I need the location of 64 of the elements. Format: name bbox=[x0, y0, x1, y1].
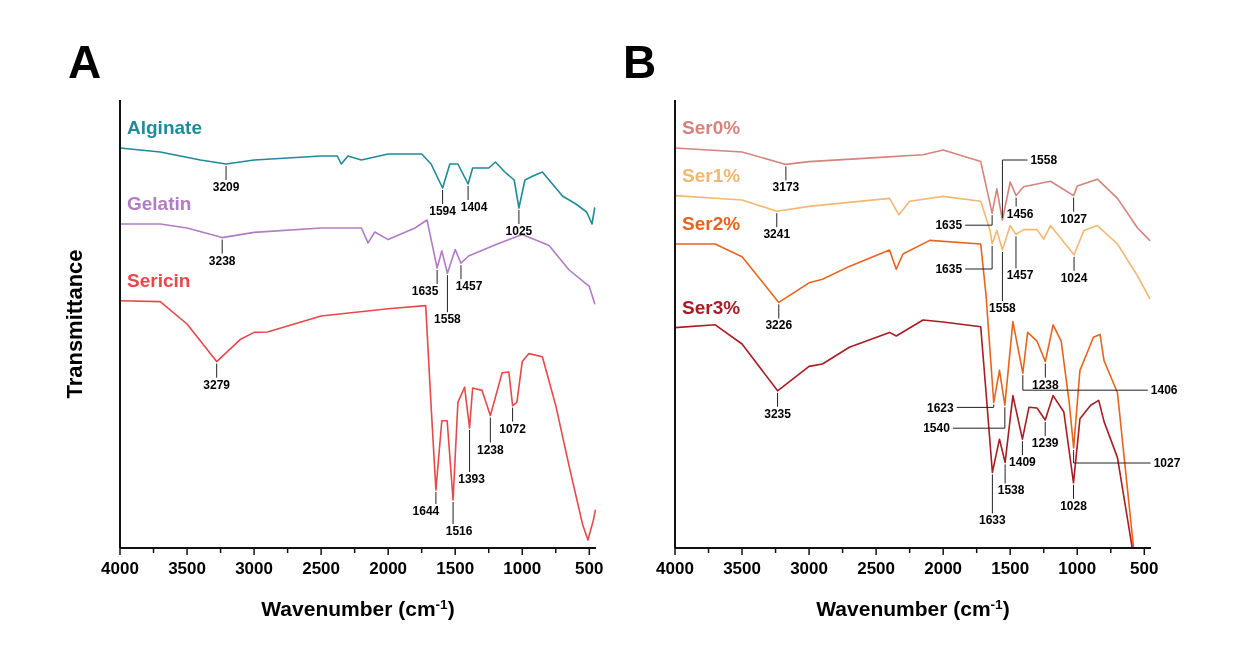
x-tick-label: 1000 bbox=[503, 559, 542, 578]
x-tick-label: 3500 bbox=[723, 559, 761, 578]
annotation: 1025 bbox=[505, 224, 533, 238]
annotation: 1072 bbox=[499, 421, 527, 436]
annotation: 1516 bbox=[445, 524, 473, 538]
x-tick-label: 4000 bbox=[656, 559, 694, 578]
annotation: 1558 bbox=[1030, 153, 1058, 168]
x-tick-label: 1000 bbox=[1058, 559, 1097, 578]
annotation: 3226 bbox=[765, 318, 793, 333]
x-axis-title: Wavenumber (cm$^{-1}$) bbox=[816, 596, 1010, 620]
annotation: 1404 bbox=[460, 200, 488, 214]
annotation: 3238 bbox=[208, 253, 236, 268]
annotation: 1239 bbox=[1031, 436, 1059, 450]
annotation: 1393 bbox=[458, 472, 486, 486]
series-label: Ser2% bbox=[682, 213, 741, 234]
annotation: 1558 bbox=[989, 301, 1017, 315]
x-tick-label: 1500 bbox=[436, 559, 475, 578]
annotation: 1633 bbox=[979, 513, 1007, 528]
x-tick-label: 2000 bbox=[924, 559, 963, 578]
annotation: 1027 bbox=[1153, 456, 1181, 471]
series-label: Sericin bbox=[127, 269, 191, 291]
annotation: 3241 bbox=[763, 227, 791, 242]
x-tick-label: 2500 bbox=[857, 559, 896, 578]
annotation: 1644 bbox=[412, 504, 440, 518]
annotation: 3173 bbox=[772, 180, 800, 195]
chart-title: A bbox=[68, 36, 102, 88]
annotation: 1409 bbox=[1009, 455, 1037, 470]
annotation: 1456 bbox=[1006, 206, 1034, 221]
x-tick-label: 3000 bbox=[235, 559, 273, 578]
annotation: 1028 bbox=[1060, 498, 1088, 513]
x-tick-label: 3000 bbox=[790, 559, 828, 578]
annotation: 1623 bbox=[927, 400, 955, 415]
x-tick-label: 3500 bbox=[168, 559, 206, 578]
series-label: Ser3% bbox=[682, 296, 741, 318]
annotation: 1027 bbox=[1060, 211, 1088, 226]
x-tick-label: 2000 bbox=[369, 559, 408, 578]
annotation: 1406 bbox=[1150, 383, 1178, 398]
x-axis-title: Wavenumber (cm$^{-1}$) bbox=[261, 596, 455, 620]
annotation: 1635 bbox=[935, 218, 963, 233]
series-label: Ser1% bbox=[682, 164, 741, 186]
annotation: 1457 bbox=[455, 279, 483, 294]
annotation: 1635 bbox=[411, 284, 439, 298]
x-tick-label: 500 bbox=[1130, 559, 1159, 578]
annotation: 3279 bbox=[203, 377, 231, 392]
series-label: Ser0% bbox=[682, 117, 741, 138]
series-label: Alginate bbox=[127, 117, 202, 138]
y-axis-title: Transmittance bbox=[62, 249, 87, 399]
annotation: 1540 bbox=[923, 421, 951, 436]
annotation: 1635 bbox=[935, 262, 963, 277]
chart-title: B bbox=[623, 36, 657, 88]
annotation: 3235 bbox=[764, 406, 792, 421]
x-tick-label: 1500 bbox=[991, 559, 1030, 578]
annotation: 1594 bbox=[429, 204, 457, 218]
annotation: 1024 bbox=[1060, 270, 1088, 285]
annotation: 3209 bbox=[212, 180, 240, 194]
series-label: Gelatin bbox=[127, 193, 192, 214]
annotation: 1558 bbox=[434, 312, 462, 327]
annotation: 1238 bbox=[1031, 377, 1060, 392]
x-tick-label: 2500 bbox=[302, 559, 341, 578]
x-tick-label: 500 bbox=[575, 559, 604, 578]
annotation: 1457 bbox=[1006, 268, 1034, 283]
x-tick-label: 4000 bbox=[101, 559, 139, 578]
annotation: 1238 bbox=[476, 442, 505, 457]
annotation: 1538 bbox=[997, 483, 1025, 498]
